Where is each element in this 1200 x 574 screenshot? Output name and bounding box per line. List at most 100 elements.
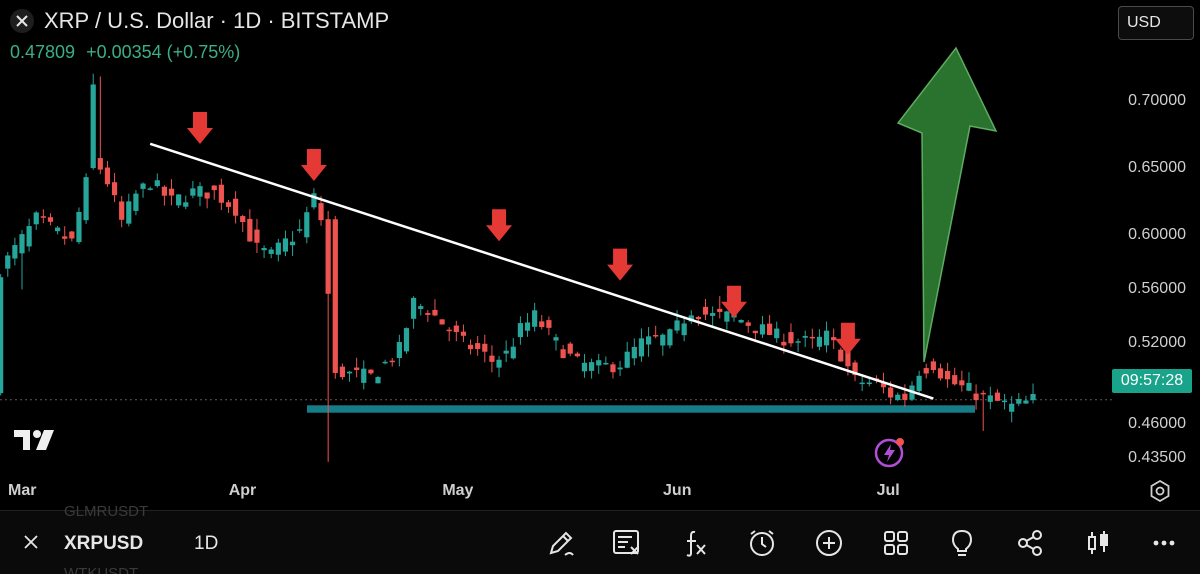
candle-body xyxy=(546,320,552,328)
candle-body xyxy=(282,238,289,252)
close-symbol-icon[interactable] xyxy=(22,533,40,556)
candle-body xyxy=(104,167,111,185)
bar-countdown-tag: 09:57:28 xyxy=(1112,369,1192,393)
alert-icon[interactable] xyxy=(746,527,778,559)
candle-body xyxy=(311,193,317,208)
candle-body xyxy=(225,202,232,207)
candle-body xyxy=(880,382,887,388)
lightning-icon[interactable] xyxy=(874,436,906,473)
candle-body xyxy=(432,309,438,316)
x-tick-label: May xyxy=(442,482,474,499)
candle-body xyxy=(638,338,645,357)
candle-body xyxy=(439,319,445,325)
symbol-title: XRP / U.S. Dollar · 1D · BITSTAMP xyxy=(44,8,390,33)
candle-body xyxy=(489,355,495,362)
candle-body xyxy=(197,186,203,197)
x-tick-label: Jul xyxy=(876,482,900,499)
ideas-icon[interactable] xyxy=(946,527,978,559)
candle-body xyxy=(90,84,96,169)
chart-type-icon[interactable] xyxy=(1082,527,1114,559)
candle-body xyxy=(425,313,431,315)
candle-body xyxy=(916,375,922,391)
candle-body xyxy=(1001,400,1008,403)
add-icon[interactable] xyxy=(813,527,845,559)
currency-button[interactable]: USD xyxy=(1118,6,1194,40)
candle-body xyxy=(418,306,424,309)
pen-icon[interactable] xyxy=(545,527,577,559)
candle-body xyxy=(688,315,694,322)
candle-body xyxy=(1016,399,1022,404)
candle-body xyxy=(567,343,573,354)
candle-body xyxy=(980,392,986,395)
candle-body xyxy=(710,313,716,316)
candle-body xyxy=(304,212,310,238)
candle-body xyxy=(389,360,395,363)
candle-body xyxy=(204,192,210,199)
candle-body xyxy=(453,325,459,333)
candle-body xyxy=(211,185,217,191)
candle-body xyxy=(446,329,452,332)
candle-body xyxy=(966,382,972,391)
candle-body xyxy=(752,330,758,334)
candle-body xyxy=(375,377,381,384)
candle-body xyxy=(126,201,132,224)
candle-body xyxy=(610,364,616,373)
candle-body xyxy=(339,366,345,378)
y-tick-label: 0.46000 xyxy=(1128,415,1186,433)
candle-body xyxy=(97,158,103,170)
candle-body xyxy=(176,194,182,206)
resistance-arrow xyxy=(187,112,213,145)
candle-body xyxy=(888,387,894,398)
layouts-icon[interactable] xyxy=(880,527,912,559)
candle-body xyxy=(539,321,545,328)
close-icon[interactable] xyxy=(10,9,34,33)
candle-body xyxy=(795,341,801,343)
candle-body xyxy=(154,180,160,187)
candle-body xyxy=(361,368,367,383)
candle-body xyxy=(318,203,324,221)
candle-body xyxy=(738,320,744,323)
candle-body xyxy=(645,336,652,345)
candle-body xyxy=(802,335,808,338)
chart-area[interactable]: XRP / U.S. Dollar · 1D · BITSTAMP 0.4780… xyxy=(0,0,1200,510)
settings-icon[interactable] xyxy=(1148,479,1172,508)
candle-body xyxy=(524,322,531,331)
candle-body xyxy=(147,188,153,190)
candle-body xyxy=(346,371,353,374)
resistance-arrow xyxy=(300,149,327,182)
resistance-arrow xyxy=(486,209,513,242)
candle-body xyxy=(254,229,260,243)
candle-body xyxy=(1009,403,1015,412)
candle-body xyxy=(866,382,872,385)
candle-body xyxy=(788,332,794,344)
interval-button[interactable]: 1D xyxy=(194,533,219,554)
candle-body xyxy=(603,362,609,365)
candle-body xyxy=(532,310,538,327)
candle-body xyxy=(767,323,773,335)
candle-body xyxy=(503,350,509,354)
candle-body xyxy=(325,219,331,294)
candle-body xyxy=(19,234,25,254)
price-chart[interactable] xyxy=(0,0,1200,510)
candle-body xyxy=(674,320,680,331)
share-icon[interactable] xyxy=(1014,527,1046,559)
candle-body xyxy=(12,245,18,259)
candle-body xyxy=(781,341,787,346)
y-tick-label: 0.52000 xyxy=(1128,334,1186,352)
bottom-toolbar: GLMRUSDT WTKUSDT XRPUSD 1D xyxy=(0,503,1200,574)
candle-body xyxy=(26,226,32,247)
candle-body xyxy=(69,231,75,239)
candle-body xyxy=(823,330,830,346)
tradingview-logo[interactable] xyxy=(14,428,60,457)
x-tick-label: Apr xyxy=(228,482,257,499)
candle-body xyxy=(5,255,11,269)
indicators-icon[interactable] xyxy=(679,527,711,559)
more-icon[interactable] xyxy=(1148,527,1180,559)
candle-body xyxy=(560,349,566,359)
candle-body xyxy=(831,337,837,341)
candle-body xyxy=(681,323,687,336)
candle-body xyxy=(667,329,673,346)
symbol-button[interactable]: XRPUSD xyxy=(64,533,144,554)
candle-body xyxy=(902,393,908,400)
object-tree-icon[interactable] xyxy=(611,527,643,559)
